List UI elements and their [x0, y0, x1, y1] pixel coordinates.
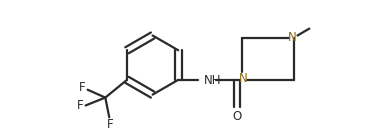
Text: O: O [233, 110, 242, 123]
Text: NH: NH [204, 74, 221, 87]
Text: F: F [107, 118, 113, 131]
Text: N: N [239, 72, 248, 85]
Text: F: F [79, 81, 86, 94]
Text: F: F [77, 99, 84, 112]
Text: N: N [288, 31, 297, 44]
